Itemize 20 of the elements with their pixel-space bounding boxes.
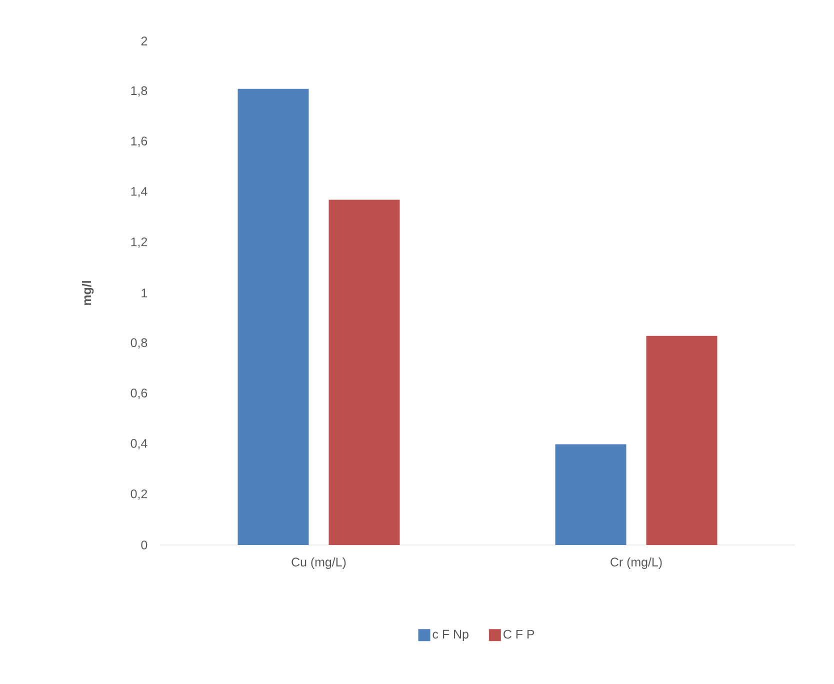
y-tick-label: 1,2 xyxy=(131,237,148,248)
x-tick-label: Cr (mg/L) xyxy=(610,557,662,569)
bar xyxy=(646,336,718,545)
y-tick-label: 0 xyxy=(141,540,148,550)
y-tick-label: 1,6 xyxy=(131,136,148,147)
bar xyxy=(328,200,400,545)
y-tick-label: 1,8 xyxy=(131,86,148,97)
y-tick-label: 0,8 xyxy=(130,338,148,349)
y-tick-label: 1 xyxy=(142,288,148,298)
y-tick-label: 0,6 xyxy=(130,388,148,399)
y-tick-label: 0,4 xyxy=(130,439,148,450)
legend-label: C F P xyxy=(504,630,534,639)
bar xyxy=(238,88,309,545)
bar xyxy=(555,444,626,545)
y-axis-title: mg/l xyxy=(82,281,94,305)
y-tick-label: 1,4 xyxy=(131,187,148,198)
legend-label: c F Np xyxy=(432,630,468,642)
y-tick-label: 2 xyxy=(141,36,148,46)
y-tick-label: 0,2 xyxy=(130,489,148,500)
x-tick-label: Cu (mg/L) xyxy=(292,557,346,569)
